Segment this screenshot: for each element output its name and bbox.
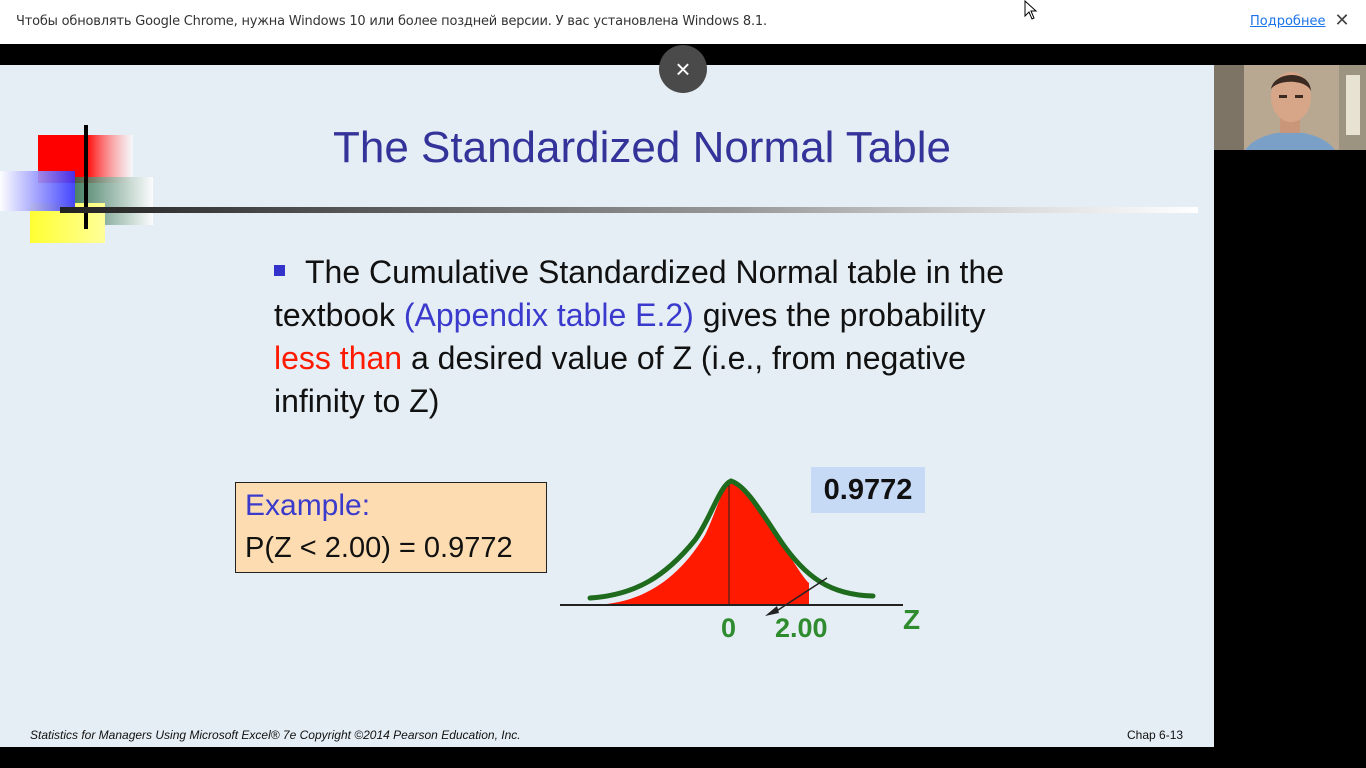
axis-label-z: Z xyxy=(903,604,920,635)
example-box: Example: P(Z < 2.00) = 0.9772 xyxy=(235,482,547,573)
bullet-text-part3: a desired value of Z (i.e., from negativ… xyxy=(274,340,966,419)
title-divider xyxy=(60,207,1198,213)
appendix-reference: (Appendix table E.2) xyxy=(403,297,694,333)
example-label: Example: xyxy=(245,489,371,522)
bullet-paragraph: The Cumulative Standardized Normal table… xyxy=(274,251,1014,423)
infobar-close-icon[interactable]: ✕ xyxy=(1334,10,1350,30)
slide-title: The Standardized Normal Table xyxy=(333,123,951,172)
example-equation: P(Z < 2.00) = 0.9772 xyxy=(245,532,513,564)
bullet-square-icon xyxy=(274,265,285,277)
less-than-emphasis: less than xyxy=(274,340,403,376)
more-info-link[interactable]: Подробнее xyxy=(1250,14,1326,29)
normal-curve xyxy=(587,478,876,601)
slide-footer-copyright: Statistics for Managers Using Microsoft … xyxy=(30,728,521,742)
probability-label: 0.9772 xyxy=(811,467,925,513)
presentation-slide: The Standardized Normal Table The Cumula… xyxy=(0,65,1214,747)
normal-curve-figure: 0 2.00 Z xyxy=(560,478,920,643)
chrome-update-infobar: Чтобы обновлять Google Chrome, нужна Win… xyxy=(0,0,1366,44)
tick-two: 2.00 xyxy=(775,613,828,643)
infobar-message: Чтобы обновлять Google Chrome, нужна Win… xyxy=(16,14,767,29)
pointer-arrowhead xyxy=(765,606,779,616)
overlay-close-button[interactable]: × xyxy=(659,45,707,93)
bullet-text-part2: gives the probability xyxy=(693,297,986,333)
bullet-text-part1: The Cumulative Standardized Normal table… xyxy=(274,254,1005,333)
mouse-cursor-icon xyxy=(1024,0,1038,20)
webcam-video-thumbnail xyxy=(1214,65,1366,150)
slide-number: Chap 6-13 xyxy=(1127,728,1184,742)
slide-decoration xyxy=(0,125,153,243)
tick-zero: 0 xyxy=(721,613,736,643)
pointer-line xyxy=(774,577,828,613)
shaded-area xyxy=(590,481,809,605)
